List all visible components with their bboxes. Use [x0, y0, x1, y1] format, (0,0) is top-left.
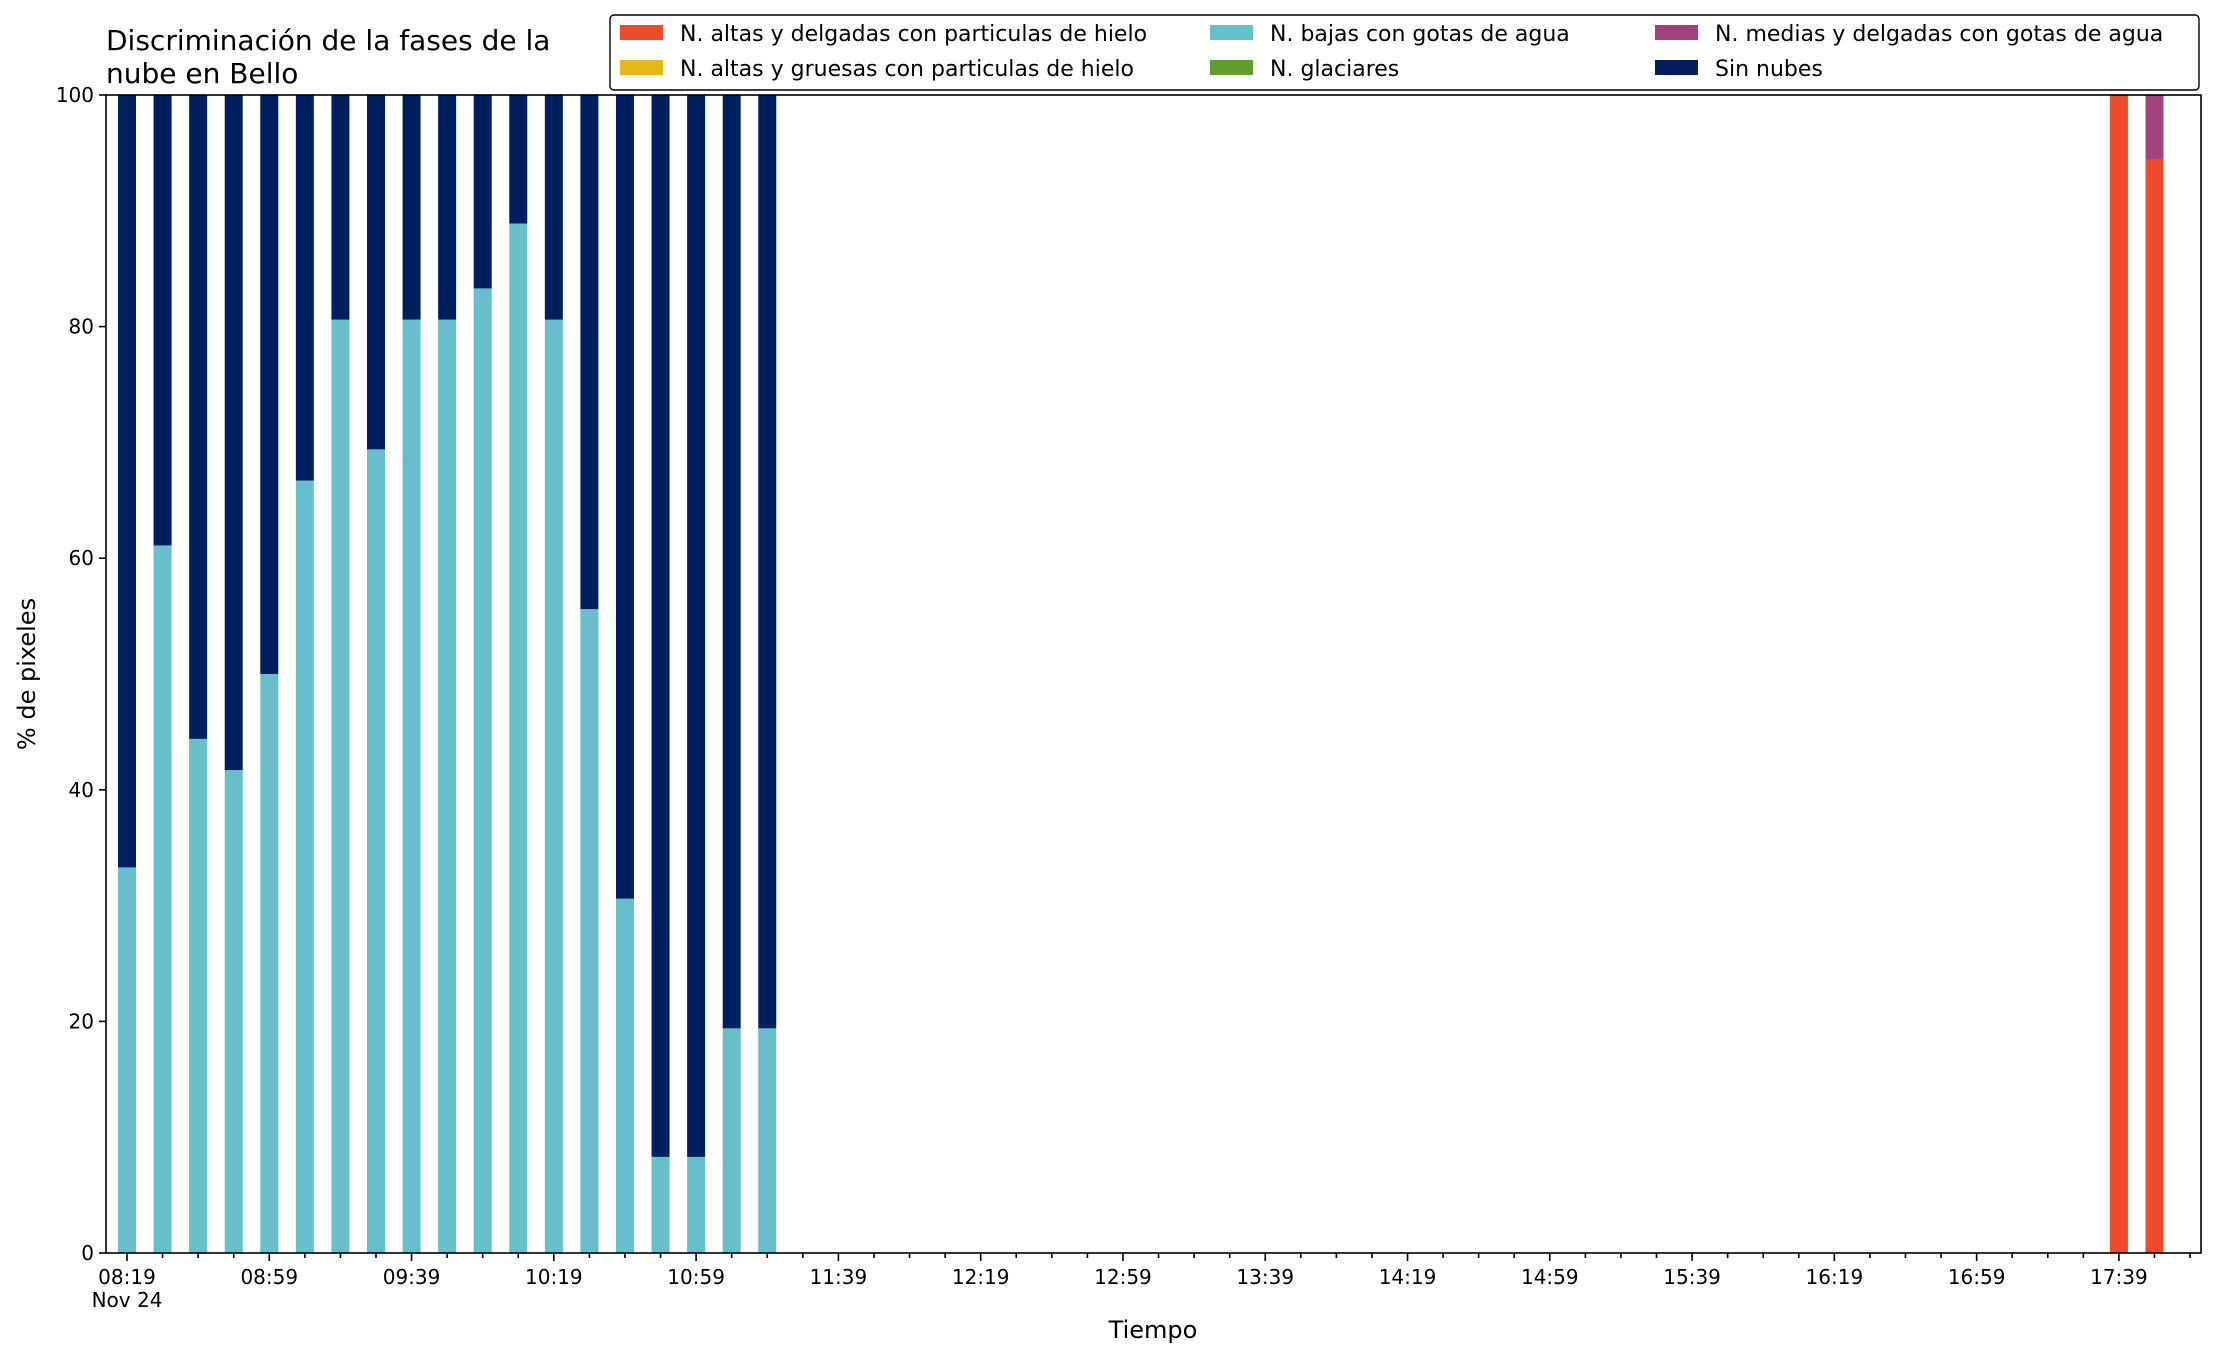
x-axis-label: Tiempo	[1108, 1316, 1198, 1344]
bar-segment-s2-1029	[580, 609, 599, 1253]
x-tick-label-1739: 17:39	[2090, 1265, 2148, 1289]
bar-segment-s2-0949	[438, 319, 457, 1253]
bar-segment-s2-0829	[153, 545, 172, 1253]
bar-segment-s2-0919	[331, 319, 350, 1253]
x-tick-label-0939: 09:39	[383, 1265, 441, 1289]
x-tick-label-1019: 10:19	[525, 1265, 583, 1289]
legend-swatch-4	[1655, 25, 1698, 40]
bar-segment-s5-1049	[651, 95, 670, 1157]
bar-segment-s5-1109	[722, 95, 741, 1029]
bar-segment-s5-1059	[687, 95, 706, 1157]
bar-segment-s5-0939	[402, 95, 421, 320]
x-tick-label-0859: 08:59	[240, 1265, 298, 1289]
legend-label-2: N. bajas con gotas de agua	[1270, 22, 1570, 47]
legend-box	[609, 14, 2200, 91]
legend-swatch-3	[1210, 60, 1253, 75]
bar-segment-s2-1049	[651, 1156, 670, 1253]
x-tick-label-0819: 08:19	[98, 1265, 156, 1289]
bar-segment-s5-1029	[580, 95, 599, 610]
y-tick-label-60: 60	[69, 546, 94, 570]
bar-segment-s2-0839	[189, 738, 208, 1253]
bar-segment-s0-1749	[2145, 159, 2164, 1254]
y-tick-label-100: 100	[56, 83, 94, 107]
legend-label-1: N. altas y gruesas con particulas de hie…	[680, 57, 1134, 82]
x-tick-label-1259: 12:59	[1094, 1265, 1152, 1289]
legend-swatch-2	[1210, 25, 1253, 40]
x-tick-label-1659: 16:59	[1948, 1265, 2006, 1289]
bar-segment-s2-1059	[687, 1156, 706, 1253]
bar-segment-s5-1019	[544, 95, 563, 320]
y-tick-label-40: 40	[69, 778, 94, 802]
legend-swatch-0	[620, 25, 663, 40]
legend-label-5: Sin nubes	[1715, 57, 1823, 82]
bar-segment-s2-0909	[295, 480, 314, 1253]
chart-title-line-2: nube en Bello	[106, 57, 298, 90]
bar-segment-s5-0919	[331, 95, 350, 320]
x-tick-label-1619: 16:19	[1806, 1265, 1864, 1289]
y-tick-label-0: 0	[81, 1241, 94, 1265]
bar-segment-s5-0839	[189, 95, 208, 739]
bar-segment-s5-0829	[153, 95, 172, 546]
x-tick-label-1139: 11:39	[810, 1265, 868, 1289]
bar-segment-s2-0819	[118, 867, 136, 1253]
bar-segment-s2-1119	[758, 1028, 777, 1253]
x-tick-label-1339: 13:39	[1236, 1265, 1294, 1289]
legend-label-4: N. medias y delgadas con gotas de agua	[1715, 22, 2163, 47]
bar-segment-s2-1039	[615, 898, 634, 1253]
bar-segment-s2-0929	[366, 449, 385, 1254]
x-tick-label-1459: 14:59	[1521, 1265, 1579, 1289]
bar-segment-s2-0859	[260, 674, 279, 1253]
y-tick-label-80: 80	[69, 315, 94, 339]
bar-segment-s5-1039	[615, 95, 634, 899]
plot-frame	[105, 94, 2202, 1254]
chart-title: Discriminación de la fases de la nube en…	[106, 24, 550, 90]
bars-layer	[118, 95, 2164, 1254]
bar-segment-s2-1009	[509, 223, 528, 1253]
bar-segment-s2-1109	[722, 1028, 741, 1253]
y-axis-label: % de pixeles	[13, 598, 41, 750]
legend-swatch-5	[1655, 60, 1698, 75]
y-tick-label-20: 20	[69, 1009, 94, 1033]
bar-segment-s5-0859	[260, 95, 279, 674]
bar-segment-s2-0939	[402, 319, 421, 1253]
x-tick-label-1539: 15:39	[1663, 1265, 1721, 1289]
legend-label-3: N. glaciares	[1270, 57, 1399, 82]
x-tick-label-1059: 10:59	[667, 1265, 725, 1289]
bar-segment-s5-0959	[473, 95, 492, 289]
x-tick-label-1419: 14:19	[1379, 1265, 1437, 1289]
bar-segment-s2-0849	[224, 770, 243, 1253]
legend: N. altas y delgadas con particulas de hi…	[609, 14, 2200, 91]
bar-segment-s5-0949	[438, 95, 457, 320]
y-axis: 0 20 40 60 80 100	[56, 83, 106, 1265]
bar-segment-s5-0909	[295, 95, 314, 481]
bar-segment-s5-0929	[366, 95, 385, 450]
x-date-label: Nov 24	[92, 1288, 163, 1312]
chart-title-line-1: Discriminación de la fases de la	[106, 24, 550, 57]
x-tick-label-1219: 12:19	[952, 1265, 1010, 1289]
legend-label-0: N. altas y delgadas con particulas de hi…	[680, 22, 1147, 47]
bar-segment-s5-1119	[758, 95, 777, 1029]
bar-segment-s4-1749	[2145, 95, 2164, 160]
x-axis: 08:19 08:59 09:39 10:19 10:59 11:39 12:19 12:59…	[92, 1253, 2191, 1312]
bar-segment-s5-1009	[509, 95, 528, 224]
bar-segment-s0-1739	[2109, 95, 2128, 1253]
bar-segment-s2-0959	[473, 288, 492, 1253]
bar-segment-s5-0819	[118, 95, 136, 868]
bar-segment-s2-1019	[544, 319, 563, 1253]
bar-segment-s5-0849	[224, 95, 243, 771]
legend-swatch-1	[620, 60, 663, 75]
